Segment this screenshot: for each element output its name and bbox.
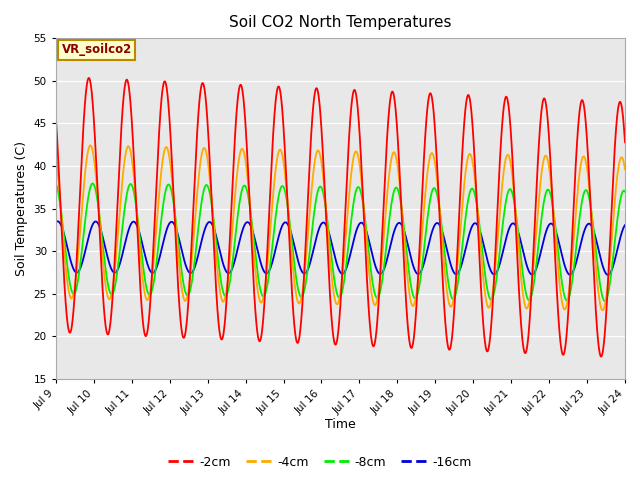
Text: VR_soilco2: VR_soilco2 [61,44,132,57]
Title: Soil CO2 North Temperatures: Soil CO2 North Temperatures [229,15,452,30]
Y-axis label: Soil Temperatures (C): Soil Temperatures (C) [15,141,28,276]
X-axis label: Time: Time [325,419,356,432]
Legend: -2cm, -4cm, -8cm, -16cm: -2cm, -4cm, -8cm, -16cm [163,451,477,474]
